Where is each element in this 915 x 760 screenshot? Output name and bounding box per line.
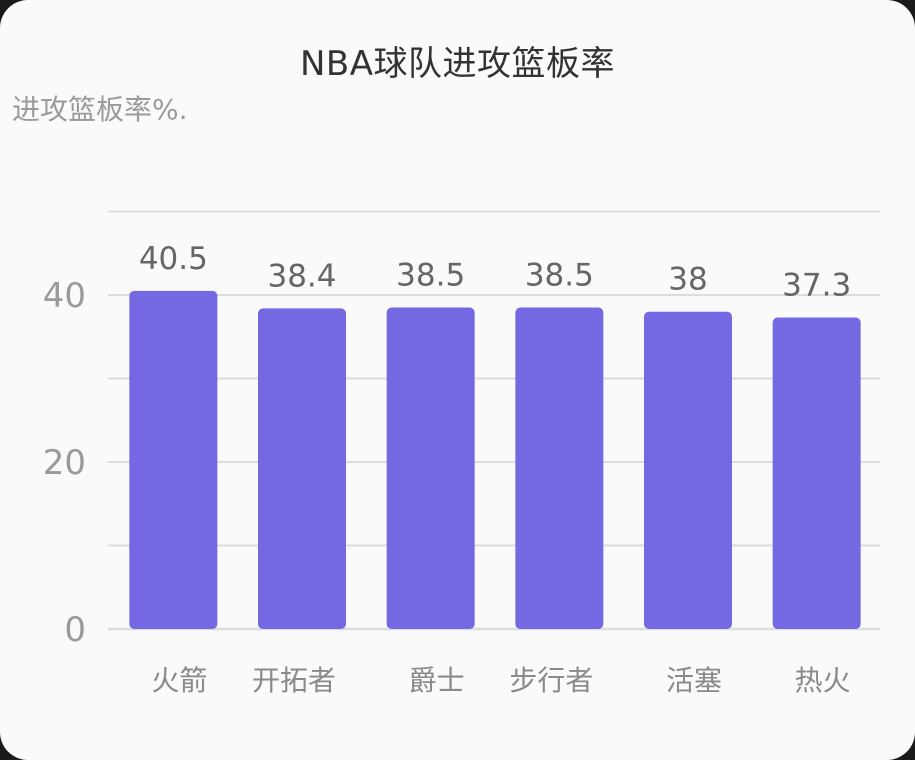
x-category-label: 爵士 bbox=[409, 664, 465, 697]
data-labels: 40.5 38.4 38.5 38.5 38 37.3 bbox=[139, 241, 851, 304]
x-category-label: 火箭 bbox=[151, 664, 207, 697]
y-tick-label: 40 bbox=[43, 276, 86, 316]
bar bbox=[258, 308, 346, 629]
data-label: 38 bbox=[668, 262, 707, 298]
data-label: 38.5 bbox=[396, 258, 465, 294]
data-label: 40.5 bbox=[139, 241, 208, 277]
chart-title: NBA球队进攻篮板率 bbox=[299, 44, 616, 84]
y-tick-label: 20 bbox=[43, 443, 86, 483]
y-axis-ticks: 0 20 40 bbox=[43, 276, 86, 650]
x-category-label: 活塞 bbox=[666, 664, 722, 697]
bar bbox=[515, 307, 604, 629]
bar bbox=[129, 290, 218, 629]
bar bbox=[386, 307, 475, 629]
bar bbox=[644, 311, 732, 629]
bar bbox=[772, 317, 861, 629]
data-label: 38.4 bbox=[267, 258, 336, 294]
y-tick-label: 0 bbox=[64, 610, 86, 650]
x-category-label: 热火 bbox=[795, 664, 851, 697]
x-axis-categories: 火箭 开拓者 爵士 步行者 活塞 热火 bbox=[151, 664, 850, 697]
chart-subtitle: 进攻篮板率%. bbox=[12, 93, 188, 126]
bar-chart: 0 20 40 40.5 38.4 38.5 38.5 38 37.3 火箭 开拓者 爵士 步行者 活… bbox=[43, 210, 880, 697]
x-category-label: 开拓者 bbox=[252, 664, 336, 697]
data-label: 38.5 bbox=[525, 258, 594, 294]
x-category-label: 步行者 bbox=[509, 664, 593, 697]
grid-lines bbox=[108, 210, 880, 631]
data-label: 37.3 bbox=[782, 268, 851, 304]
bars bbox=[129, 290, 861, 629]
